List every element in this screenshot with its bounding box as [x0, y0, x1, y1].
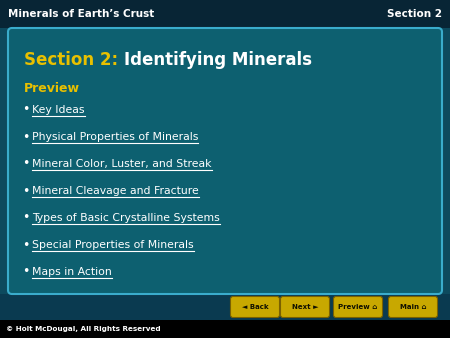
- Text: Physical Properties of Minerals: Physical Properties of Minerals: [32, 132, 198, 142]
- Text: Minerals of Earth’s Crust: Minerals of Earth’s Crust: [8, 9, 154, 19]
- Text: Preview ⌂: Preview ⌂: [338, 304, 378, 310]
- Text: Mineral Color, Luster, and Streak: Mineral Color, Luster, and Streak: [32, 159, 211, 169]
- Text: •: •: [22, 239, 29, 251]
- Bar: [0, 0, 450, 28]
- Text: •: •: [22, 130, 29, 144]
- Bar: [0, 320, 450, 338]
- Text: ◄ Back: ◄ Back: [242, 304, 268, 310]
- Text: Preview: Preview: [24, 81, 80, 95]
- Text: Identifying Minerals: Identifying Minerals: [124, 51, 312, 69]
- Text: •: •: [22, 266, 29, 279]
- Text: •: •: [22, 185, 29, 197]
- Text: Maps in Action: Maps in Action: [32, 267, 112, 277]
- FancyBboxPatch shape: [230, 296, 279, 317]
- Text: Key Ideas: Key Ideas: [32, 105, 85, 115]
- FancyBboxPatch shape: [388, 296, 437, 317]
- Text: •: •: [22, 103, 29, 117]
- Text: © Holt McDougal, All Rights Reserved: © Holt McDougal, All Rights Reserved: [6, 326, 161, 332]
- Text: Mineral Cleavage and Fracture: Mineral Cleavage and Fracture: [32, 186, 199, 196]
- Text: Next ►: Next ►: [292, 304, 318, 310]
- Text: Section 2:: Section 2:: [24, 51, 124, 69]
- Text: •: •: [22, 212, 29, 224]
- FancyBboxPatch shape: [8, 28, 442, 294]
- Bar: [0, 294, 450, 320]
- Text: Types of Basic Crystalline Systems: Types of Basic Crystalline Systems: [32, 213, 220, 223]
- Text: Special Properties of Minerals: Special Properties of Minerals: [32, 240, 193, 250]
- Text: Main ⌂: Main ⌂: [400, 304, 426, 310]
- FancyBboxPatch shape: [333, 296, 382, 317]
- Text: •: •: [22, 158, 29, 170]
- FancyBboxPatch shape: [280, 296, 329, 317]
- Text: Section 2: Section 2: [387, 9, 442, 19]
